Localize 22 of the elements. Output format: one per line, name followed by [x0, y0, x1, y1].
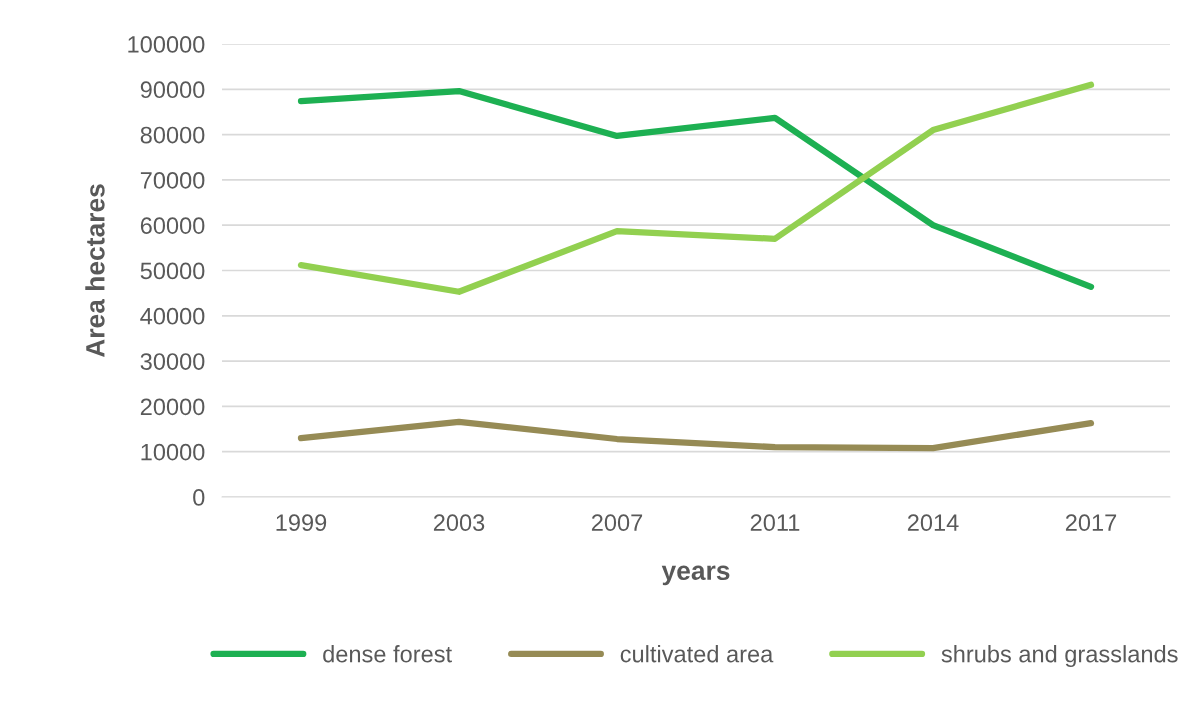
x-tick-label: 2003 [433, 514, 485, 532]
y-tick-label: 80000 [140, 126, 205, 144]
y-tick-label: 20000 [140, 398, 205, 416]
legend-label: dense forest [323, 645, 452, 663]
y-axis-title: Area hectares [85, 184, 105, 358]
y-tick-label: 50000 [140, 262, 205, 280]
y-tick-label: 0 [193, 489, 205, 506]
y-tick-label: 90000 [140, 81, 205, 99]
legend-label: shrubs and grasslands [941, 645, 1178, 668]
x-tick-label: 2011 [750, 514, 800, 532]
x-tick-label: 2007 [591, 514, 643, 532]
x-tick-label: 1999 [276, 514, 327, 532]
y-tick-label: 100000 [128, 36, 205, 53]
y-tick-label: 60000 [140, 217, 205, 234]
x-axis-title: years [661, 565, 730, 586]
y-tick-label: 30000 [140, 353, 205, 370]
x-tick-label: 2014 [907, 514, 959, 532]
y-tick-label: 40000 [140, 307, 205, 325]
legend-label: cultivated area [620, 645, 774, 663]
x-tick-label: 2017 [1065, 514, 1117, 532]
y-tick-label: 70000 [140, 171, 205, 189]
y-tick-label: 10000 [141, 443, 205, 461]
